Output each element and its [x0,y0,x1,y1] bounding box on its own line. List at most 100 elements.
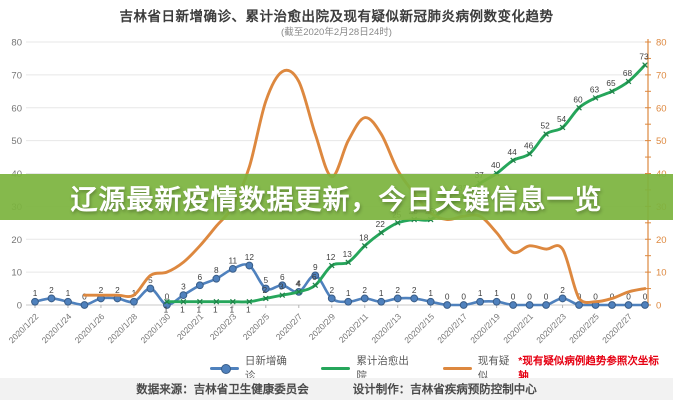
svg-text:2020/2/13: 2020/2/13 [369,311,403,345]
svg-text:1: 1 [180,305,185,315]
svg-text:2020/2/15: 2020/2/15 [402,311,436,345]
svg-text:13: 13 [343,249,353,259]
svg-text:2020/2/7: 2020/2/7 [274,311,305,342]
svg-text:2: 2 [329,285,334,295]
svg-text:1: 1 [246,305,251,315]
svg-text:5: 5 [148,275,153,285]
svg-text:40: 40 [491,160,501,170]
svg-text:50: 50 [656,136,667,147]
chart-title: 吉林省日新增确诊、累计治愈出院及现有疑似新冠肺炎病例数变化趋势 [119,9,554,24]
svg-text:2020/2/25: 2020/2/25 [567,311,601,345]
svg-text:11: 11 [229,255,238,265]
svg-text:2020/2/1: 2020/2/1 [175,311,206,342]
legend-label: 累计治愈出院 [356,355,409,382]
svg-text:1: 1 [494,288,499,298]
legend-item-daily-confirmed: 日新增确诊 [210,353,295,383]
svg-text:2020/2/5: 2020/2/5 [241,311,272,342]
svg-text:2020/2/3: 2020/2/3 [208,311,239,342]
legend-item-cumulative-cured: 累计治愈出院 [321,353,417,383]
secondary-axis-note: *现有疑似病例趋势参照次坐标轴 [518,355,659,382]
svg-text:0: 0 [544,292,549,302]
svg-text:54: 54 [557,114,567,124]
svg-text:60: 60 [656,103,667,114]
svg-text:20: 20 [656,235,667,246]
svg-text:5: 5 [263,275,268,285]
svg-text:2: 2 [362,285,367,295]
svg-text:2: 2 [49,285,54,295]
svg-text:2020/2/21: 2020/2/21 [501,311,535,345]
svg-text:10: 10 [656,268,667,279]
footer-bar: 数据来源：吉林省卫生健康委员会 设计制作：吉林省疾病预防控制中心 [0,378,673,400]
svg-text:44: 44 [507,147,517,157]
svg-text:0: 0 [626,292,631,302]
svg-text:63: 63 [590,84,600,94]
legend-label: 日新增确诊 [244,355,287,382]
chart-legend: 日新增确诊 累计治愈出院 现有疑似 *现有疑似病例趋势参照次坐标轴 [0,355,673,382]
series-2-line [83,68,647,304]
svg-text:6: 6 [280,272,285,282]
svg-text:2: 2 [262,285,267,295]
svg-text:65: 65 [606,78,616,88]
svg-text:1: 1 [197,305,202,315]
svg-text:68: 68 [623,68,633,78]
x-axis: 2020/1/22 2020/1/24 2020/1/26 2020/1/28 2020… [7,305,634,345]
banner-text: 辽源最新疫情数据更新，今日关键信息一览 [70,184,603,215]
news-banner: 辽源最新疫情数据更新，今日关键信息一览 [0,174,673,220]
svg-text:50: 50 [11,136,22,147]
svg-text:9: 9 [313,262,318,272]
design-credit-text: 设计制作：吉林省疾病预防控制中心 [352,384,537,396]
svg-text:3: 3 [181,282,186,292]
svg-text:2020/2/23: 2020/2/23 [534,311,568,345]
svg-text:6: 6 [312,272,317,282]
svg-text:1: 1 [164,305,169,315]
svg-text:2020/1/26: 2020/1/26 [73,311,107,345]
svg-text:2020/1/30: 2020/1/30 [138,311,172,345]
svg-text:2020/2/11: 2020/2/11 [337,311,371,345]
svg-text:2: 2 [560,285,565,295]
svg-text:0: 0 [511,292,516,302]
svg-text:0: 0 [461,292,466,302]
svg-text:20: 20 [11,235,22,246]
svg-text:1: 1 [66,288,71,298]
svg-text:1: 1 [230,305,235,315]
svg-text:4: 4 [295,278,300,288]
svg-text:8: 8 [214,265,219,275]
svg-text:70: 70 [11,70,22,81]
svg-text:2020/1/24: 2020/1/24 [40,311,74,345]
legend-label: 现有疑似 [477,355,510,382]
svg-text:0: 0 [527,292,532,302]
legend-item-existing-suspected: 现有疑似 [443,353,518,383]
right-axis: 01020304050607080 [645,38,667,312]
svg-text:1: 1 [213,305,218,315]
svg-text:60: 60 [573,94,583,104]
svg-text:1: 1 [346,288,351,298]
svg-text:0: 0 [445,292,450,302]
chart-subtitle: (截至2020年2月28日24时) [281,27,392,38]
svg-text:2020/2/17: 2020/2/17 [435,311,469,345]
svg-text:52: 52 [540,121,550,131]
svg-text:1: 1 [428,288,433,298]
svg-text:0: 0 [17,301,22,312]
svg-text:3: 3 [279,282,284,292]
svg-text:60: 60 [11,103,22,114]
svg-text:2020/1/22: 2020/1/22 [7,311,41,345]
svg-text:12: 12 [326,252,336,262]
svg-text:1: 1 [379,288,384,298]
svg-text:2020/2/19: 2020/2/19 [468,311,502,345]
svg-text:18: 18 [359,232,369,242]
legend-dot-icon [221,364,231,374]
svg-text:0: 0 [643,292,648,302]
svg-text:2: 2 [412,285,417,295]
svg-text:2020/2/27: 2020/2/27 [600,311,634,345]
legend-line-icon [321,366,351,370]
legend-line-dot-icon [210,364,239,374]
svg-text:22: 22 [376,219,386,229]
svg-text:80: 80 [11,38,22,49]
svg-text:2020/2/9: 2020/2/9 [307,311,338,342]
svg-text:1: 1 [33,288,38,298]
svg-text:80: 80 [656,38,667,49]
svg-text:70: 70 [656,70,667,81]
svg-text:12: 12 [245,252,255,262]
